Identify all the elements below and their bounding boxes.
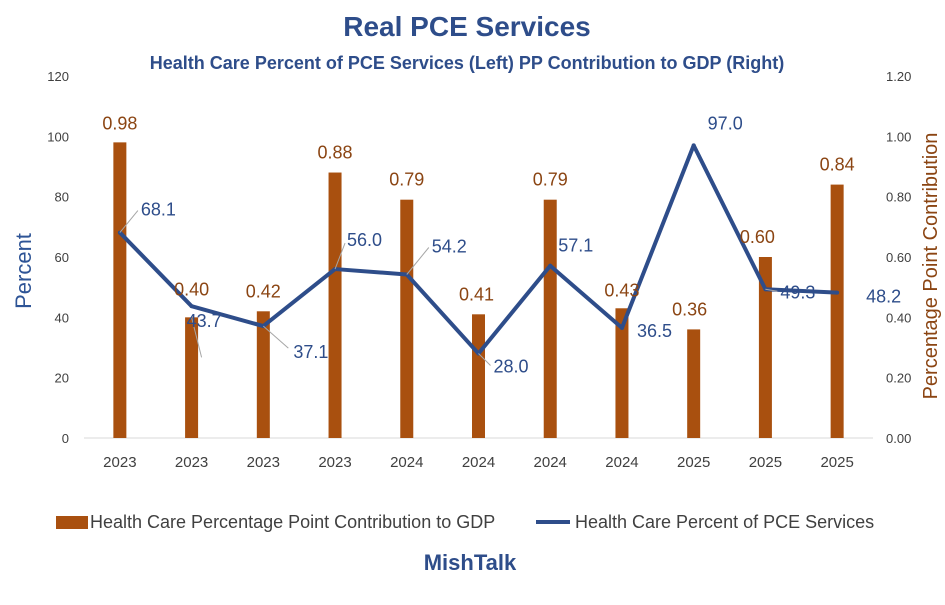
- right-tick-label: 0.80: [886, 190, 911, 205]
- line-point: [691, 143, 696, 148]
- line-point: [619, 325, 624, 330]
- line-data-label: 48.2: [866, 287, 901, 307]
- leader-line: [765, 288, 778, 292]
- bar-data-label: 0.60: [740, 227, 775, 247]
- x-tick-label: 2024: [605, 454, 638, 471]
- x-tick-label: 2023: [175, 454, 208, 471]
- bar-data-label: 0.42: [246, 281, 281, 301]
- bar-data-label: 0.84: [820, 155, 855, 175]
- bar: [758, 257, 772, 438]
- left-axis-title: Percent: [11, 233, 36, 309]
- chart-subtitle: Health Care Percent of PCE Services (Lef…: [150, 53, 784, 73]
- right-axis-title: Percentage Point Contribution: [920, 133, 942, 400]
- brand-footer: MishTalk: [424, 550, 517, 575]
- leader-line: [119, 210, 139, 233]
- left-axis-ticks: 0 20 40 60 80 100 120: [47, 69, 69, 446]
- line-data-label: 49.3: [780, 282, 815, 302]
- bar: [328, 172, 342, 439]
- x-tick-label: 2024: [462, 454, 495, 471]
- line-point: [189, 304, 194, 309]
- bar-data-label: 0.88: [318, 143, 353, 163]
- line-data-label: 56.0: [347, 230, 382, 250]
- leader-line: [262, 325, 289, 349]
- x-tick-label: 2025: [677, 454, 710, 471]
- bars: [113, 142, 844, 439]
- left-tick-label: 40: [55, 310, 69, 325]
- left-tick-label: 80: [55, 190, 69, 205]
- line-data-label: 97.0: [708, 113, 743, 133]
- line-data-label: 37.1: [293, 342, 328, 362]
- bar-data-label: 0.98: [102, 113, 137, 133]
- left-tick-label: 100: [47, 129, 69, 144]
- leader-line: [334, 242, 346, 270]
- x-tick-label: 2025: [749, 454, 782, 471]
- chart-title: Real PCE Services: [343, 11, 591, 42]
- leader-lines: [119, 210, 778, 366]
- bar-data-label: 0.79: [389, 170, 424, 190]
- x-tick-label: 2023: [247, 454, 280, 471]
- bar: [185, 317, 199, 438]
- line-data-label: 28.0: [494, 357, 529, 377]
- leader-line: [191, 317, 203, 358]
- bar-data-label: 0.43: [604, 280, 639, 300]
- legend-bar-label: Health Care Percentage Point Contributio…: [90, 512, 495, 532]
- line-data-label: 43.7: [187, 311, 222, 331]
- legend: Health Care Percentage Point Contributio…: [56, 512, 874, 532]
- line-labels: 68.1 43.7 37.1 56.0 54.2 28.0 57.1 36.5 97.0 49.3…: [141, 113, 901, 376]
- bar: [472, 314, 485, 438]
- bar-data-label: 0.79: [533, 170, 568, 190]
- legend-line-label: Health Care Percent of PCE Services: [575, 512, 874, 532]
- bar-data-label: 0.40: [174, 279, 209, 299]
- bar: [113, 142, 127, 438]
- x-tick-label: 2024: [390, 454, 423, 471]
- left-tick-label: 60: [55, 250, 69, 265]
- bar: [543, 199, 557, 438]
- left-tick-label: 20: [55, 371, 69, 386]
- x-tick-label: 2025: [820, 454, 853, 471]
- legend-bar-swatch: [56, 516, 88, 529]
- bar-labels: 0.98 0.40 0.42 0.88 0.79 0.41 0.79 0.43 0.36 0.60…: [102, 113, 854, 319]
- left-tick-label: 0: [62, 431, 69, 446]
- bar: [256, 311, 270, 438]
- right-tick-label: 0.40: [886, 310, 911, 325]
- line-point: [835, 290, 840, 295]
- line-data-label: 68.1: [141, 200, 176, 220]
- left-tick-label: 120: [47, 69, 69, 84]
- x-axis-ticks: 2023 2023 2023 2023 2024 2024 2024 2024 2025 2025…: [103, 454, 854, 471]
- bar-data-label: 0.36: [672, 299, 707, 319]
- bar: [615, 308, 629, 438]
- right-tick-label: 0.60: [886, 250, 911, 265]
- line-data-label: 54.2: [432, 236, 467, 256]
- right-axis-ticks: 0.00 0.20 0.40 0.60 0.80 1.00 1.20: [886, 69, 911, 446]
- bar-data-label: 0.41: [459, 284, 494, 304]
- x-tick-label: 2023: [103, 454, 136, 471]
- leader-line: [478, 353, 491, 366]
- x-tick-label: 2023: [318, 454, 351, 471]
- line-data-label: 36.5: [637, 321, 672, 341]
- leader-line: [406, 247, 430, 275]
- line-data-label: 57.1: [558, 236, 593, 256]
- x-tick-label: 2024: [534, 454, 567, 471]
- bar: [687, 329, 701, 438]
- line-point: [548, 263, 553, 268]
- right-tick-label: 0.20: [886, 371, 911, 386]
- right-tick-label: 1.00: [886, 129, 911, 144]
- bar: [400, 199, 414, 438]
- bar: [830, 184, 844, 438]
- right-tick-label: 0.00: [886, 431, 911, 446]
- right-tick-label: 1.20: [886, 69, 911, 84]
